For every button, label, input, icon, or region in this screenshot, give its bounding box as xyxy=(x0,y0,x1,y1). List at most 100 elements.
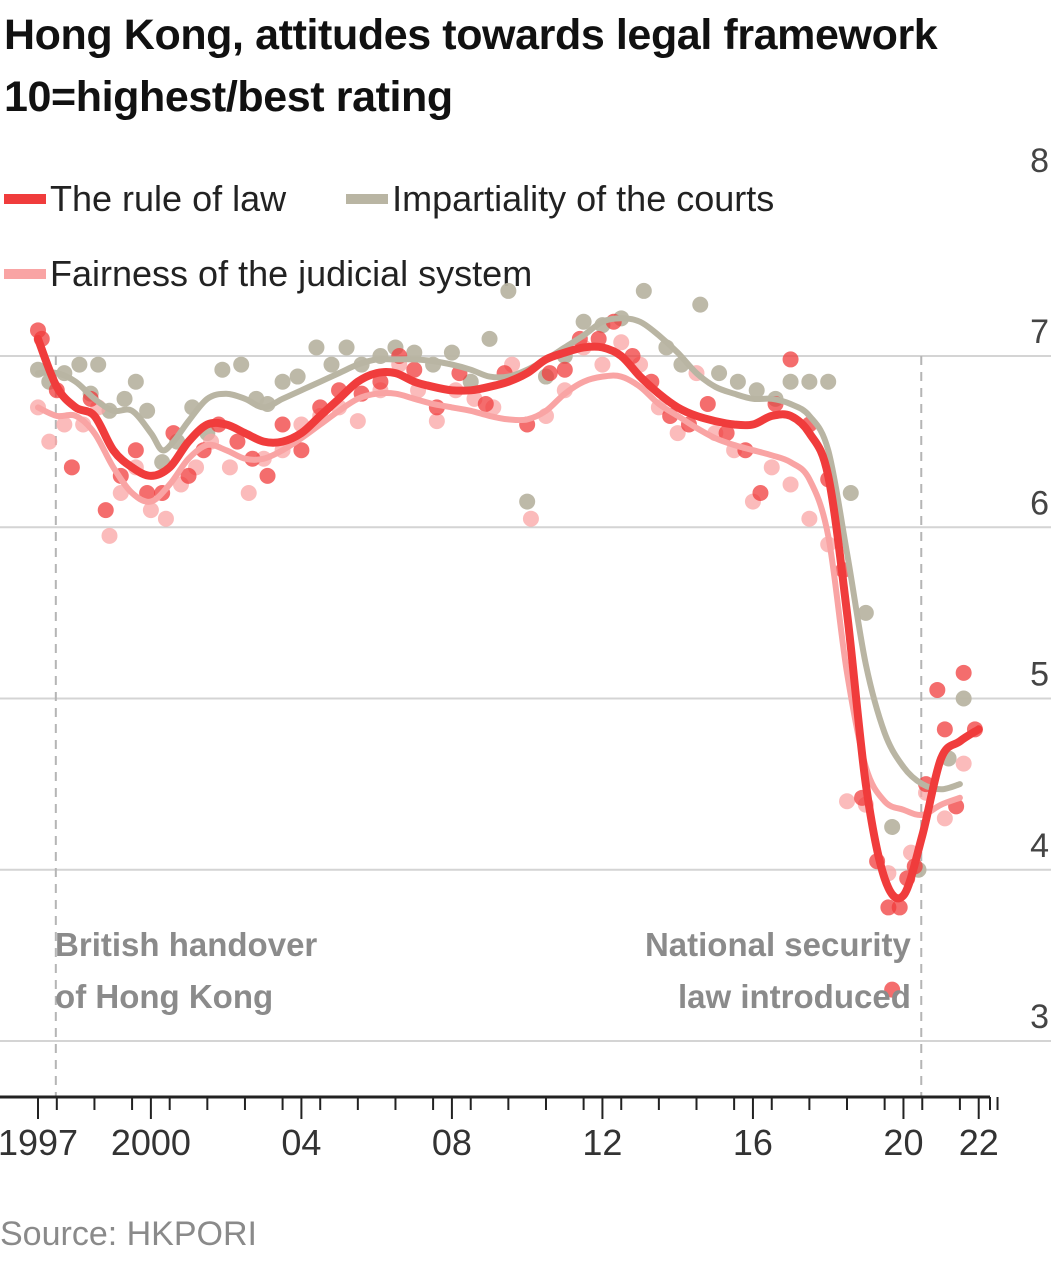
legend-label-fairness: Fairness of the judicial system xyxy=(50,253,533,294)
data-point-s0-5 xyxy=(97,502,114,519)
data-point-s1-47 xyxy=(801,373,818,390)
legend-swatch-rule-of-law xyxy=(4,194,46,204)
data-point-s0-22 xyxy=(372,373,389,390)
reference-lines xyxy=(54,356,923,1097)
x-tick-label-2000: 2000 xyxy=(111,1122,191,1163)
data-point-s2-34 xyxy=(613,334,630,351)
data-point-s1-51 xyxy=(884,818,901,835)
data-point-s2-46 xyxy=(839,793,856,810)
data-point-s2-37 xyxy=(669,425,686,442)
series-line-0 xyxy=(34,334,983,903)
legend-item-rule-of-law: The rule of law xyxy=(4,178,286,220)
data-point-s2-43 xyxy=(782,476,799,493)
data-point-s2-2 xyxy=(56,416,73,433)
data-point-s1-30 xyxy=(481,330,498,347)
legend-item-impartiality: Impartiality of the courts xyxy=(346,178,774,220)
chart-subtitle: 10=highest/best rating xyxy=(4,73,453,121)
data-point-s0-59 xyxy=(955,664,972,681)
data-point-s0-14 xyxy=(229,433,246,450)
annotation-1-line-0: National security xyxy=(645,926,912,963)
data-point-s2-1 xyxy=(41,433,58,450)
data-point-s1-38 xyxy=(635,282,652,299)
series-line-1 xyxy=(35,315,963,793)
data-point-s0-39 xyxy=(699,395,716,412)
data-point-s1-29 xyxy=(462,373,479,390)
data-point-s0-16 xyxy=(259,467,276,484)
data-point-s1-32 xyxy=(519,493,536,510)
data-point-s2-9 xyxy=(157,510,174,527)
annotation-0-line-0: British handover xyxy=(55,926,317,963)
data-point-s2-42 xyxy=(763,459,780,476)
data-point-s0-51 xyxy=(884,981,901,998)
data-point-s0-40 xyxy=(718,425,735,442)
data-point-s2-5 xyxy=(101,527,118,544)
data-point-s0-31 xyxy=(556,361,573,378)
data-point-s0-3 xyxy=(63,459,80,476)
data-point-s1-8 xyxy=(127,373,144,390)
x-tick-label-16: 16 xyxy=(733,1122,773,1163)
annotation-1-line-1: law introduced xyxy=(678,978,911,1015)
x-tick-label-04: 04 xyxy=(281,1122,321,1163)
legend-swatch-impartiality xyxy=(346,194,389,204)
data-point-s1-48 xyxy=(820,373,837,390)
legend-item-fairness: Fairness of the judicial system xyxy=(4,253,532,295)
data-point-s2-33 xyxy=(594,356,611,373)
data-point-s2-14 xyxy=(240,485,257,501)
data-point-s1-46 xyxy=(782,373,799,390)
x-tick-label-22: 22 xyxy=(959,1122,999,1163)
data-point-s2-13 xyxy=(221,459,238,476)
data-point-s0-44 xyxy=(782,351,799,368)
legend-label-impartiality: Impartiality of the courts xyxy=(392,178,775,219)
y-tick-label-5: 5 xyxy=(1030,656,1049,694)
annotation-0-line-1: of Hong Kong xyxy=(55,978,273,1015)
data-point-s0-50 xyxy=(880,899,897,916)
data-point-s2-8 xyxy=(142,502,159,519)
source-note: Source: HKPORI xyxy=(0,1215,257,1253)
data-point-s1-43 xyxy=(729,373,746,390)
data-point-s1-54 xyxy=(955,690,972,707)
x-axis: 1997 2000 04 08 12 16 20 22 xyxy=(0,1095,999,1163)
y-axis-labels: 3 4 5 6 7 8 xyxy=(1030,142,1049,1036)
data-point-s2-24 xyxy=(428,413,445,430)
data-point-s0-52 xyxy=(891,899,908,916)
data-point-s0-17 xyxy=(274,416,291,433)
y-tick-label-3: 3 xyxy=(1030,998,1049,1036)
y-tick-label-7: 7 xyxy=(1030,313,1049,351)
data-point-s1-28 xyxy=(443,344,460,361)
data-point-s2-20 xyxy=(349,413,366,430)
data-point-s1-7 xyxy=(116,390,133,407)
data-point-s1-42 xyxy=(711,365,728,382)
data-point-s1-50 xyxy=(857,604,874,621)
annotations: British handover of Hong Kong National sec… xyxy=(55,926,911,1015)
data-point-s1-44 xyxy=(748,382,765,399)
data-point-s2-51 xyxy=(936,810,953,827)
data-point-s1-15 xyxy=(233,356,250,373)
data-point-s0-8 xyxy=(139,485,156,501)
data-point-s0-30 xyxy=(541,365,558,382)
data-point-s0-42 xyxy=(752,485,769,501)
series-lines xyxy=(34,315,983,903)
legend-row-2: Fairness of the judicial system xyxy=(4,253,592,295)
data-point-s0-27 xyxy=(477,395,494,412)
y-tick-label-8: 8 xyxy=(1030,142,1049,180)
data-point-s0-18 xyxy=(293,442,310,459)
y-tick-label-6: 6 xyxy=(1030,484,1049,522)
data-point-s1-22 xyxy=(338,339,355,356)
legend-swatch-fairness xyxy=(4,269,46,279)
data-point-s1-5 xyxy=(90,356,107,373)
data-point-s1-19 xyxy=(289,368,306,385)
data-point-s1-49 xyxy=(842,485,859,501)
data-point-s1-9 xyxy=(139,402,156,419)
x-tick-label-08: 08 xyxy=(432,1122,472,1163)
data-point-s2-44 xyxy=(801,510,818,527)
data-point-s1-41 xyxy=(692,296,709,313)
data-point-s0-7 xyxy=(127,442,144,459)
chart-title-line-1: Hong Kong, attitudes towards legal frame… xyxy=(4,11,938,59)
x-tick-label-1997: 1997 xyxy=(0,1122,78,1163)
data-point-s0-11 xyxy=(180,467,197,484)
data-point-s1-35 xyxy=(575,313,592,330)
legend-row-1: The rule of law Impartiality of the cour… xyxy=(4,178,834,220)
legend-label-rule-of-law: The rule of law xyxy=(50,178,287,219)
x-tick-label-20: 20 xyxy=(883,1122,923,1163)
data-point-s0-24 xyxy=(406,361,423,378)
